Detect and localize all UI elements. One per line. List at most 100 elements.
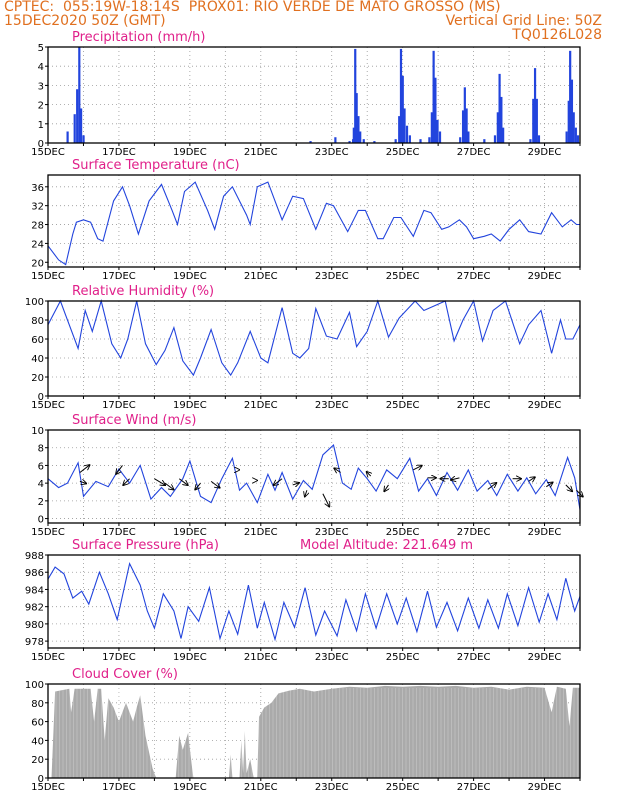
pressure-panel: Surface Pressure (hPa) Model Altitude: 22… <box>25 538 581 663</box>
x-tick-label: 25DEC <box>386 527 420 538</box>
y-tick-label: 980 <box>25 620 44 631</box>
wind-arrow <box>384 484 388 492</box>
y-tick-label: 32 <box>31 202 44 213</box>
wind-arrow <box>210 480 220 488</box>
x-tick-label: 21DEC <box>244 527 278 538</box>
x-tick-label: 29DEC <box>528 400 562 411</box>
precip-bar <box>66 131 69 143</box>
precip-bar <box>352 127 355 143</box>
precipitation-panel: Precipitation (mm/h) 0 1 2 3 4 5 15DEC 17DEC 19DE… <box>31 30 581 158</box>
x-tick-label: 17DEC <box>102 271 136 282</box>
x-tick-label: 19DEC <box>173 527 207 538</box>
x-tick-label: 25DEC <box>386 400 420 411</box>
precip-bar <box>463 87 466 143</box>
x-tick-label: 17DEC <box>102 652 136 663</box>
x-tick-label: 27DEC <box>457 527 491 538</box>
wind-arrow <box>154 478 165 486</box>
precip-bar <box>498 73 501 143</box>
precip-bar <box>576 135 580 143</box>
y-tick-label: 986 <box>25 568 44 579</box>
y-tick-label: 0 <box>38 392 44 403</box>
y-tick-label: 60 <box>31 335 44 346</box>
precip-bar <box>434 77 437 143</box>
precip-bar <box>79 108 83 143</box>
x-tick-label: 25DEC <box>386 147 420 158</box>
x-tick-label: 17DEC <box>102 400 136 411</box>
header-model-id: TQ0126L028 <box>512 27 602 43</box>
precip-bar <box>493 135 497 143</box>
y-tick-label: 4 <box>38 479 44 490</box>
y-tick-label: 40 <box>31 354 44 365</box>
x-tick-label: 21DEC <box>244 271 278 282</box>
wind-arrow <box>123 478 130 486</box>
precip-bar <box>537 135 541 143</box>
wind-arrow <box>451 478 460 480</box>
wind-arrow <box>487 483 497 490</box>
wind-arrow <box>565 484 573 492</box>
x-tick-label: 15DEC <box>31 782 65 793</box>
precip-bar <box>354 48 357 143</box>
x-tick-label: 15DEC <box>31 271 65 282</box>
x-tick-label: 29DEC <box>528 652 562 663</box>
precip-bar <box>359 131 362 143</box>
x-tick-label: 15DEC <box>31 147 65 158</box>
wind-arrow <box>178 478 188 486</box>
y-tick-label: 982 <box>25 603 44 614</box>
x-tick-label: 29DEC <box>528 527 562 538</box>
precip-bar <box>574 127 577 143</box>
y-tick-label: 100 <box>25 297 44 308</box>
cloud-cover-title: Cloud Cover (%) <box>72 667 178 682</box>
x-tick-label: 19DEC <box>173 652 207 663</box>
x-tick-label: 23DEC <box>315 782 349 793</box>
temperature-line <box>47 181 580 266</box>
precip-bar <box>483 139 486 143</box>
precip-bar <box>567 100 570 143</box>
wind-arrow <box>528 477 536 481</box>
y-tick-label: 20 <box>31 258 44 269</box>
y-tick-label: 40 <box>31 736 44 747</box>
x-tick-label: 25DEC <box>386 782 420 793</box>
precip-bar <box>399 48 403 143</box>
precip-bar <box>436 119 439 143</box>
x-tick-label: 29DEC <box>528 147 562 158</box>
wind-arrow <box>413 465 422 469</box>
wind-frame <box>47 429 581 524</box>
precip-bar <box>459 137 462 143</box>
precip-bar <box>502 127 505 143</box>
x-tick-label: 21DEC <box>244 147 278 158</box>
pressure-line <box>47 561 581 642</box>
precip-bar <box>405 125 409 143</box>
x-tick-label: 23DEC <box>315 652 349 663</box>
cloud-cover-frame <box>47 683 581 779</box>
y-tick-label: 60 <box>31 718 44 729</box>
x-tick-label: 17DEC <box>102 147 136 158</box>
precip-bar <box>373 141 376 143</box>
wind-panel: Surface Wind (m/s) 0 2 4 6 8 10 15DEC 17DEC 19DEC… <box>31 413 583 538</box>
y-tick-label: 6 <box>38 461 44 472</box>
precip-bar <box>570 79 574 143</box>
precip-bar <box>467 131 470 143</box>
x-tick-label: 25DEC <box>386 271 420 282</box>
y-tick-label: 984 <box>25 585 44 596</box>
pressure-annotation: Model Altitude: 221.649 m <box>300 538 473 553</box>
x-tick-label: 23DEC <box>315 147 349 158</box>
header-run-date: 15DEC2020 50Z (GMT) <box>4 13 166 29</box>
x-tick-label: 29DEC <box>528 271 562 282</box>
x-tick-label: 29DEC <box>528 782 562 793</box>
header-grid-line: Vertical Grid Line: 50Z <box>445 13 602 29</box>
y-tick-label: 2 <box>38 497 44 508</box>
x-tick-label: 15DEC <box>31 527 65 538</box>
y-tick-label: 100 <box>25 680 44 691</box>
precip-bar <box>403 108 406 143</box>
wind-arrow <box>195 482 201 490</box>
y-tick-label: 0 <box>38 515 44 526</box>
precip-bar <box>496 112 499 143</box>
precip-bar <box>348 141 351 143</box>
pressure-title: Surface Pressure (hPa) <box>72 538 219 553</box>
wind-arrow <box>292 483 300 485</box>
x-tick-label: 21DEC <box>244 400 278 411</box>
wind-arrow <box>546 482 553 486</box>
precip-bar <box>82 135 85 143</box>
cloud-cover-panel: Cloud Cover (%) 0 20 40 60 80 100 15DEC 17DEC 19D… <box>25 667 581 793</box>
y-tick-label: 2 <box>38 101 44 112</box>
